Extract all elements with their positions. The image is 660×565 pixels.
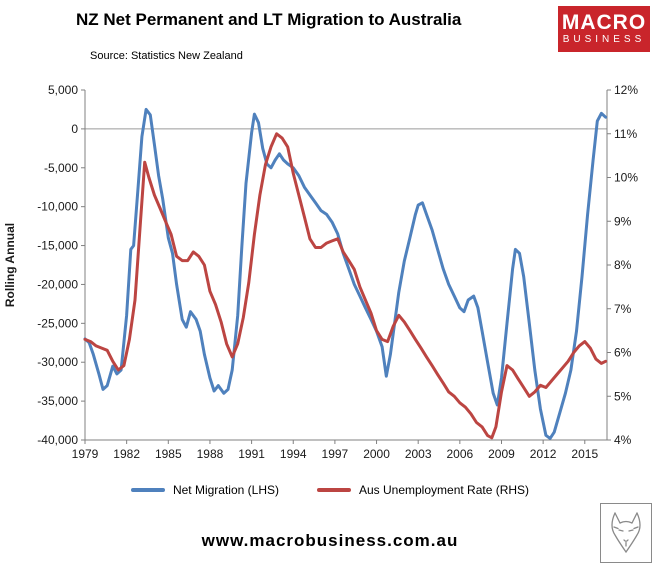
- series-line-net-migration: [83, 107, 608, 440]
- y-axis-right-tick-label: 9%: [614, 214, 632, 228]
- logo-text-macro: MACRO: [561, 11, 647, 34]
- footer-website-url: www.macrobusiness.com.au: [201, 531, 459, 550]
- x-axis-tick-label: 1988: [197, 447, 224, 461]
- source-label: Source: Statistics New Zealand: [90, 50, 243, 62]
- y-axis-left-tick-label: -5,000: [44, 161, 78, 175]
- left-axis-title: Rolling Annual: [3, 223, 17, 307]
- chart-legend: Net Migration (LHS) Aus Unemployment Rat…: [0, 483, 660, 497]
- x-axis-tick-label: 1991: [238, 447, 265, 461]
- y-axis-left-tick-label: -30,000: [37, 355, 78, 369]
- y-axis-right-tick-label: 7%: [614, 302, 632, 316]
- y-axis-left-tick-label: -40,000: [37, 433, 78, 447]
- y-axis-right-tick-label: 10%: [614, 171, 638, 185]
- x-axis-tick-label: 2000: [363, 447, 390, 461]
- y-axis-left-tick-label: 5,000: [48, 83, 78, 97]
- y-axis-right-tick-label: 12%: [614, 83, 638, 97]
- y-axis-right-tick-label: 6%: [614, 346, 632, 360]
- x-axis-tick-label: 1997: [322, 447, 349, 461]
- y-axis-left-tick-label: 0: [71, 122, 78, 136]
- legend-label-net-migration: Net Migration (LHS): [172, 483, 279, 497]
- y-axis-right-tick-label: 4%: [614, 433, 632, 447]
- y-axis-left-tick-label: -15,000: [37, 239, 78, 253]
- chart-title: NZ Net Permanent and LT Migration to Aus…: [76, 10, 462, 29]
- migration-chart-svg: Rolling Annual 5,000 0 -5,000 -10,000 -15,00…: [3, 83, 638, 461]
- x-axis-tick-label: 1994: [280, 447, 307, 461]
- legend-swatch-net-migration: [130, 488, 165, 492]
- legend-item-net-migration: Net Migration (LHS): [130, 483, 279, 497]
- y-axis-left-tick-label: -35,000: [37, 394, 78, 408]
- macrobusiness-logo: MACRO BUSINESS: [558, 6, 650, 52]
- logo-text-business: BUSINESS: [562, 34, 646, 45]
- x-axis-tick-label: 2003: [405, 447, 432, 461]
- legend-swatch-unemployment: [316, 488, 351, 492]
- y-axis-right-tick-label: 11%: [614, 127, 637, 141]
- y-axis-right-tick-label: 5%: [614, 389, 632, 403]
- y-axis-right-tick-label: 8%: [614, 258, 632, 272]
- x-axis-tick-label: 2006: [446, 447, 473, 461]
- y-axis-left-tick-label: -25,000: [37, 316, 78, 330]
- x-axis-tick-label: 2015: [571, 447, 598, 461]
- x-axis-tick-label: 1979: [72, 447, 99, 461]
- wolf-sketch-icon: [611, 512, 641, 554]
- x-axis-tick-label: 2009: [488, 447, 515, 461]
- series-line-unemployment-rate: [83, 132, 608, 440]
- x-axis-tick-label: 1985: [155, 447, 182, 461]
- legend-item-unemployment: Aus Unemployment Rate (RHS): [316, 483, 530, 497]
- y-axis-left-tick-label: -10,000: [37, 200, 78, 214]
- legend-label-unemployment: Aus Unemployment Rate (RHS): [358, 483, 530, 497]
- y-axis-left-tick-label: -20,000: [37, 277, 78, 291]
- x-axis-tick-label: 2012: [530, 447, 557, 461]
- wolf-logo: [600, 503, 652, 563]
- x-axis-tick-label: 1982: [113, 447, 140, 461]
